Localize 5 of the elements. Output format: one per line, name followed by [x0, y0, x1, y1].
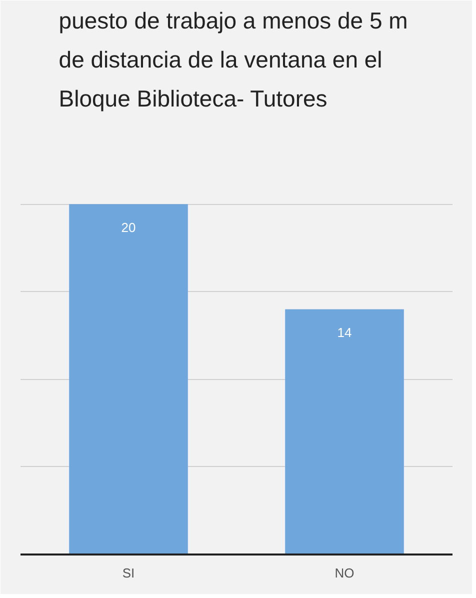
chart-title: puesto de trabajo a menos de 5 m de distancia de la ventana en el Bloque Biblioteca- Tutores [58, 8, 408, 112]
x-tick-label: NO [334, 566, 354, 580]
x-tick-label: SI [122, 566, 135, 580]
data-label: 14 [337, 325, 352, 340]
data-label: 20 [121, 220, 136, 236]
